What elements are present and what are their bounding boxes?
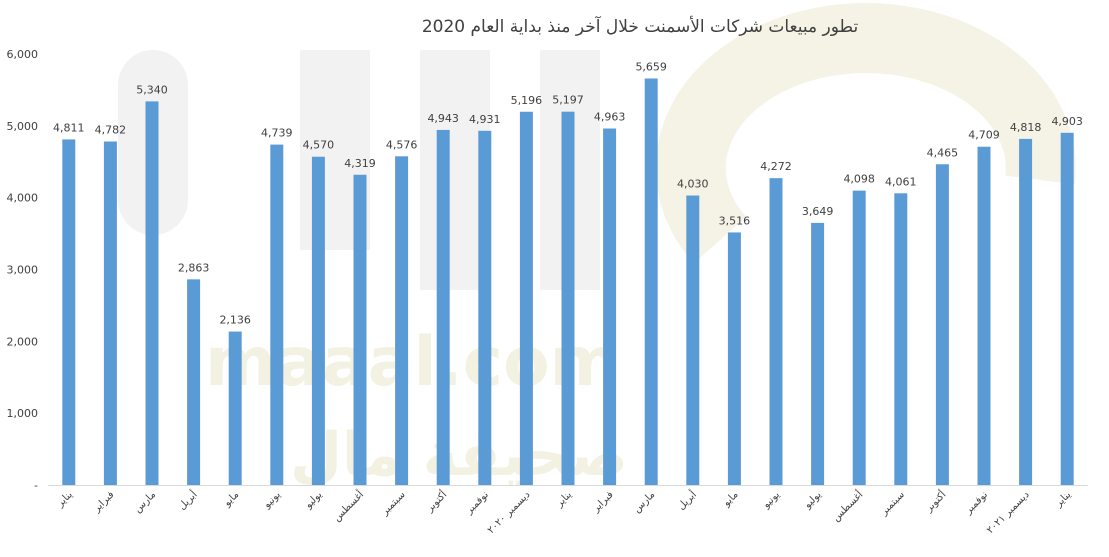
x-tick-label: أبريل [175,488,200,513]
data-label: 4,272 [760,160,792,173]
watermark-text: maaal.com [205,323,621,402]
bar [519,111,533,485]
x-tick-label: يونيو [261,489,283,511]
x-tick-label: فبراير [590,489,616,515]
bar [561,111,575,486]
data-label: 5,659 [635,60,667,73]
data-label: 4,739 [261,127,293,140]
watermark-arabic-text: صحيفة مال [290,420,628,490]
data-label: 4,030 [677,178,709,191]
x-tick-label: يوليو [802,489,824,511]
bar [187,279,201,485]
data-label: 4,098 [843,173,875,186]
data-label: 5,196 [511,94,543,107]
data-label: 4,963 [594,110,626,123]
bar [436,129,450,485]
data-label: 4,811 [53,121,85,134]
x-tick-label: أغسطس [829,488,865,524]
x-tick-label: ديسمبر ٢٠٢٠ [486,489,533,536]
data-label: 4,903 [1051,115,1083,128]
y-tick-label: 5,000 [7,120,39,133]
bar [769,178,783,486]
watermark-shape [655,3,1076,264]
x-axis: يناير فبراير مارس أبريل مايو يونيو يوليو أغسطس س… [48,485,1088,536]
bar [228,331,242,485]
y-axis: - 1,000 2,000 3,000 4,000 5,000 6,000 [7,48,39,492]
y-tick-label: 3,000 [7,264,39,277]
bar [727,232,741,485]
bar [644,78,658,485]
bar [1019,138,1033,486]
data-label: 4,709 [968,129,1000,142]
data-label: 4,570 [303,139,335,152]
data-label: 4,576 [386,138,418,151]
x-tick-label: فبراير [91,489,117,515]
x-tick-label: مايو [720,489,740,509]
data-label: 4,782 [95,123,127,136]
bar [935,164,949,485]
x-tick-label: مارس [132,489,158,515]
data-label: 4,931 [469,113,501,126]
x-tick-label: أكتوبر [922,488,949,515]
x-tick-label: يونيو [760,489,782,511]
bar [103,141,117,486]
x-tick-label: يناير [54,489,75,510]
data-label: 2,863 [178,261,210,274]
data-label: 3,516 [719,214,751,227]
bar [1060,132,1074,486]
bar [270,144,284,485]
x-tick-label: يناير [554,489,575,510]
y-tick-label: 1,000 [7,407,39,420]
x-tick-label: مارس [632,489,658,515]
bar [811,222,825,485]
data-label: 5,197 [552,94,584,107]
data-label: 5,340 [136,83,168,96]
bar [852,190,866,485]
data-label: 4,818 [1010,121,1042,134]
data-label: 3,649 [802,205,834,218]
bar [894,193,908,485]
bar [977,146,991,486]
data-label: 4,943 [427,112,459,125]
data-label: 4,061 [885,175,917,188]
chart-title: تطور مبيعات شركات الأسمنت خلال آخر منذ ب… [422,15,859,37]
x-tick-label: نوفمبر [963,489,991,517]
x-tick-label: يوليو [302,489,324,511]
bar [478,130,492,485]
bar [603,128,617,486]
x-tick-label: أغسطس [330,488,366,524]
data-label: 4,465 [927,146,959,159]
y-tick-label: 6,000 [7,48,39,61]
x-tick-label: سبتمبر [379,489,408,518]
bar [686,195,700,486]
x-tick-label: أبريل [675,488,700,513]
bar [395,156,409,486]
y-tick-label: 2,000 [7,335,39,348]
x-tick-label: نوفمبر [463,489,491,517]
x-tick-label: يناير [1053,489,1074,510]
x-tick-label: ديسمبر ٢٠٢١ [985,489,1032,536]
y-tick-label: - [34,479,38,492]
bar-series: 4,811 4,782 5,340 2,863 2,136 4,739 4,570 4,319… [53,60,1083,486]
x-tick-label: سبتمبر [878,489,907,518]
bar [145,101,159,485]
y-tick-label: 4,000 [7,192,39,205]
data-label: 4,319 [344,157,376,170]
bar [353,174,367,485]
x-tick-label: مايو [221,489,241,509]
x-tick-label: أكتوبر [422,488,449,515]
bar [311,156,325,485]
bar [62,139,76,485]
data-label: 2,136 [219,314,251,327]
